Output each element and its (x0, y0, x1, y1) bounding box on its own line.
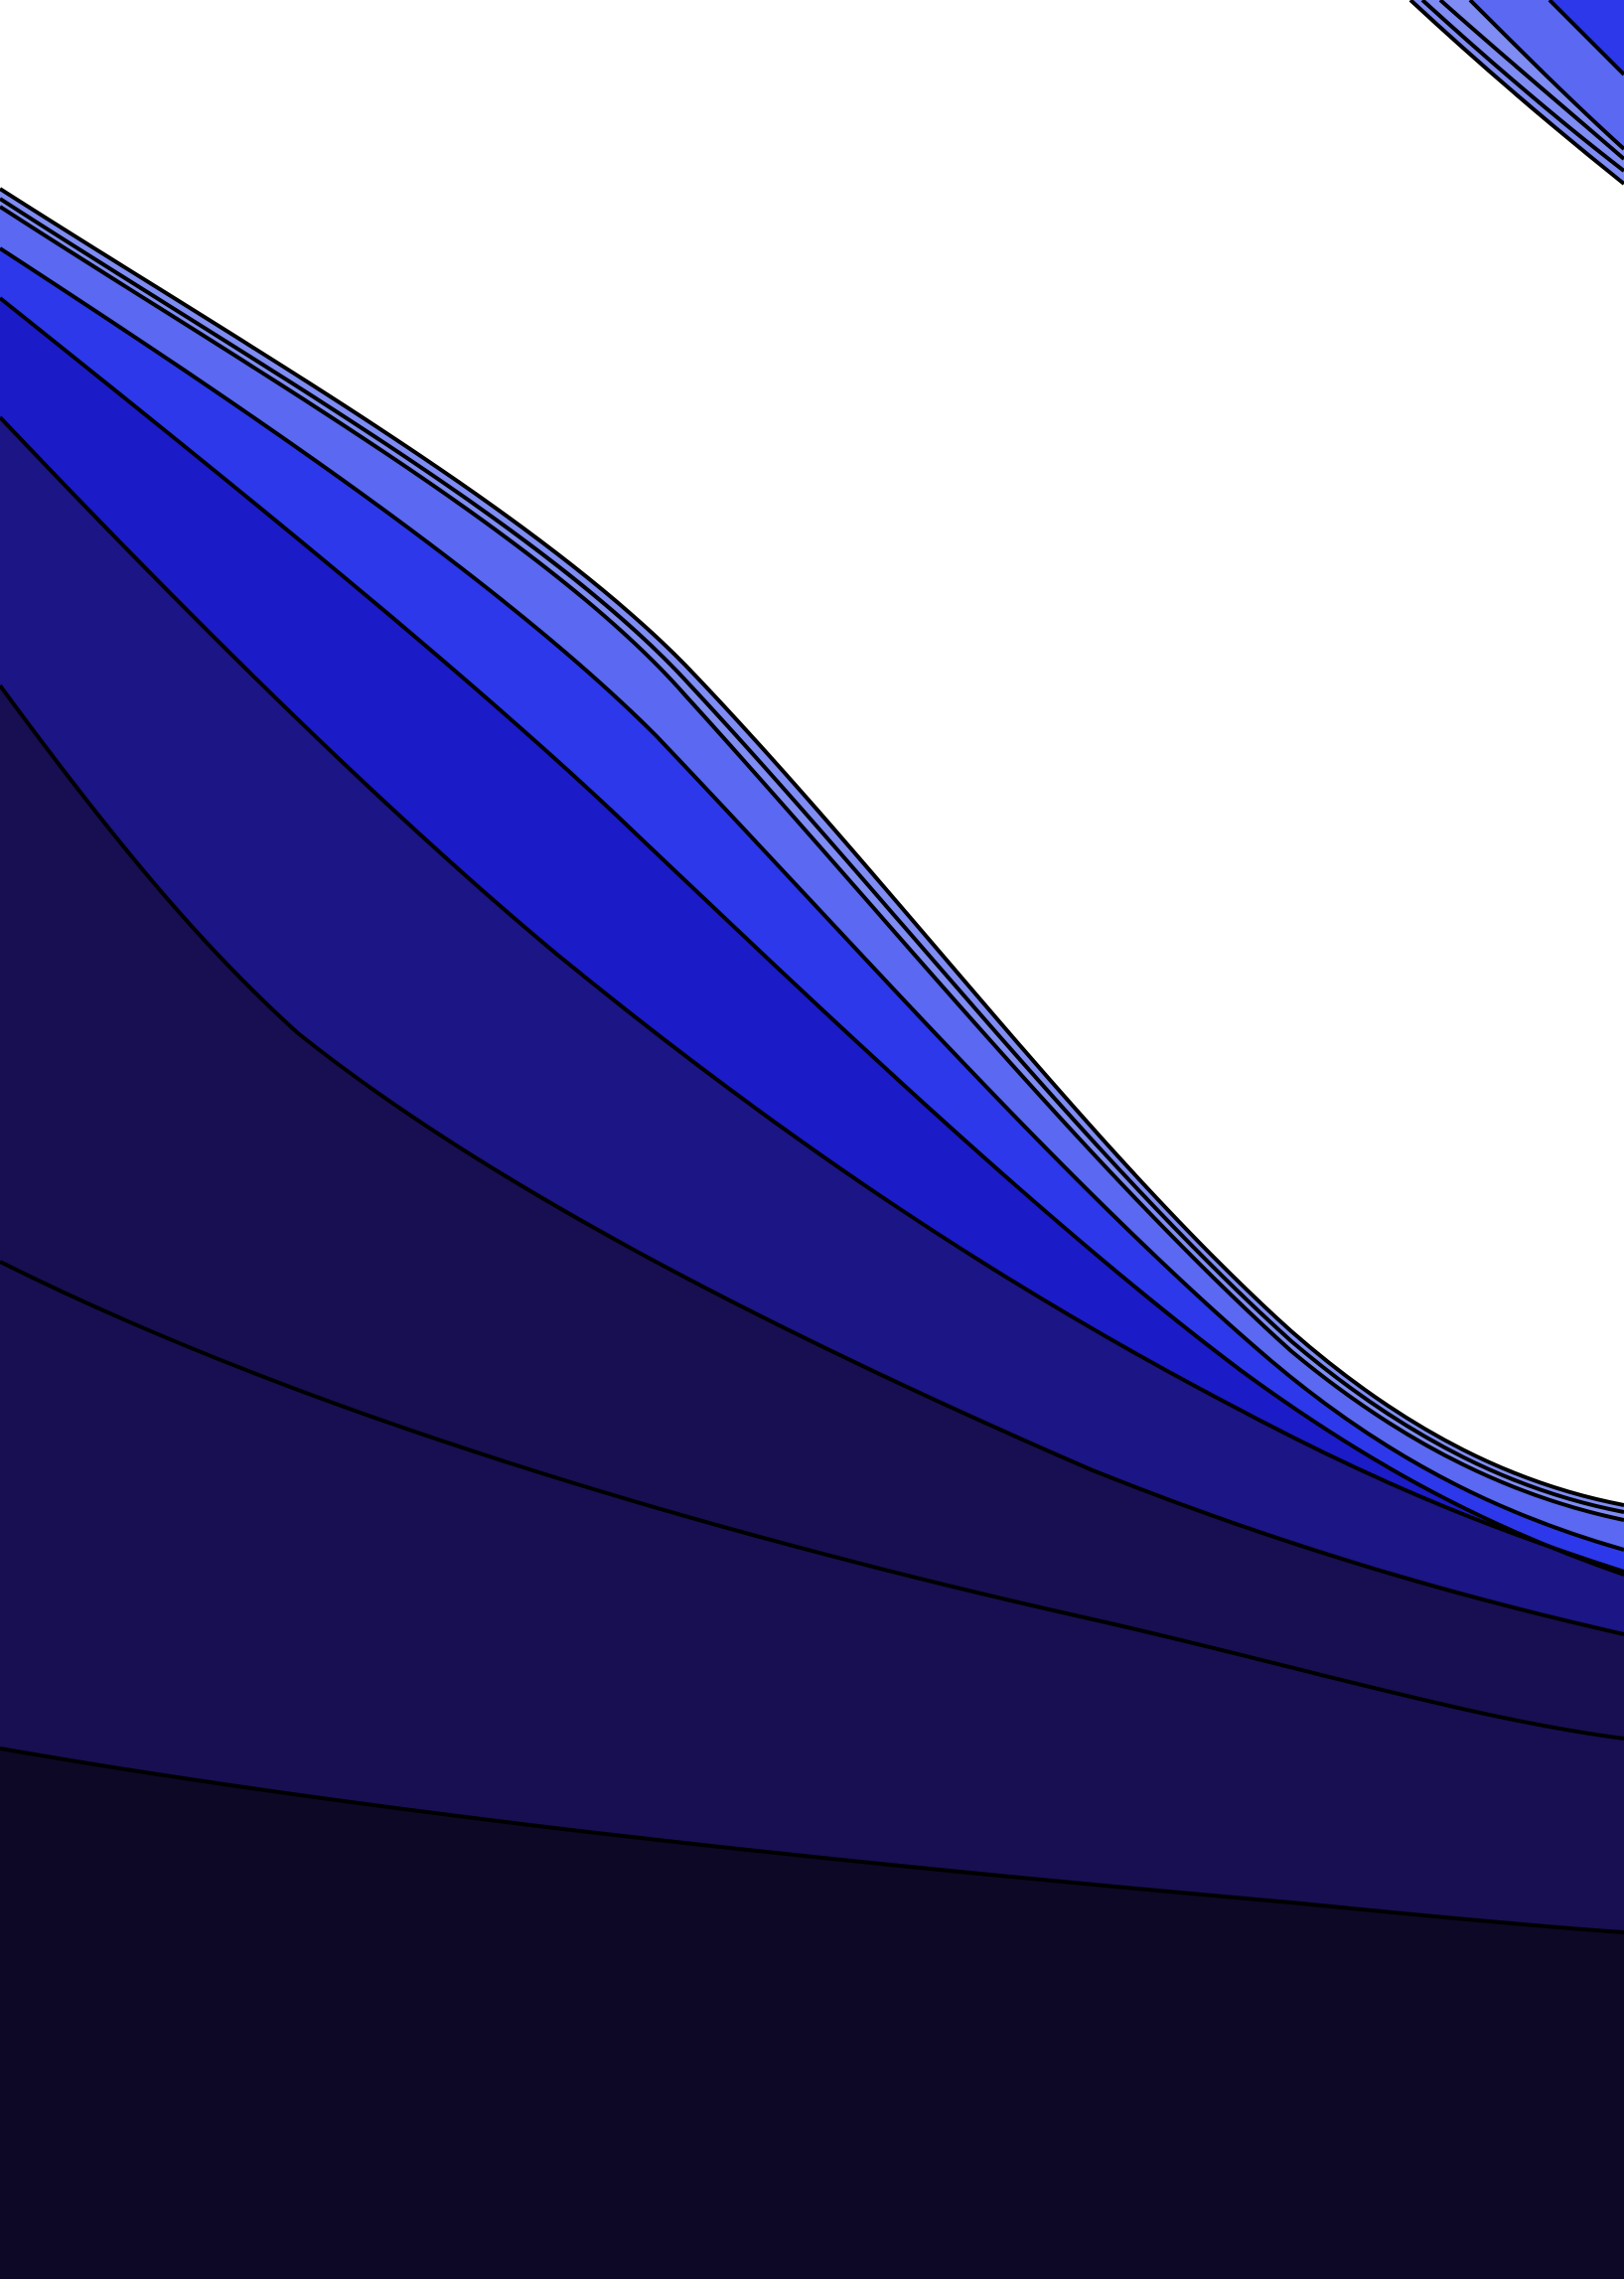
band-outlines (0, 187, 1624, 1934)
outline-1 (0, 187, 1624, 1507)
outline-6 (0, 415, 1624, 1574)
outline-3 (0, 205, 1624, 1522)
outline-7 (0, 684, 1624, 1636)
corner-outline-2 (1420, 0, 1624, 173)
outline-8 (0, 1260, 1624, 1741)
outline-5 (0, 296, 1624, 1577)
outline-2 (0, 197, 1624, 1514)
band-darkest (0, 1748, 1624, 2279)
corner-outline-1 (1408, 0, 1624, 186)
outline-9 (0, 1747, 1624, 1934)
corner-outline-5 (1548, 0, 1624, 76)
outline-4 (0, 246, 1624, 1552)
corner-outline-4 (1468, 0, 1624, 151)
main-wave-bands (0, 189, 1624, 2279)
corner-outline-3 (1438, 0, 1624, 161)
corner-wave-fragment (1408, 0, 1624, 186)
